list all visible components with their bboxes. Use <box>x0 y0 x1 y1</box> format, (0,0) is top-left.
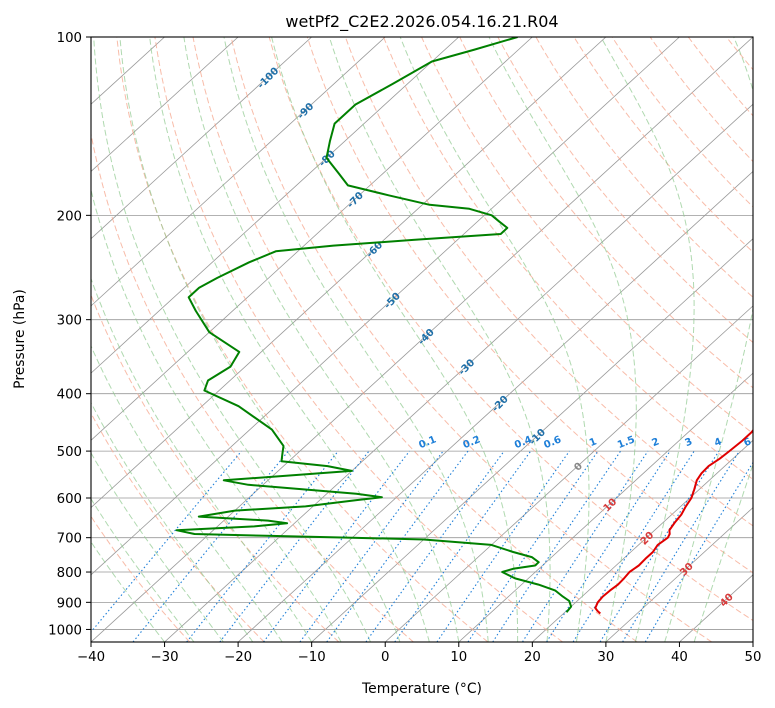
x-tick-label: 10 <box>450 650 467 665</box>
moist-adiabat <box>91 188 342 642</box>
x-tick-label: −30 <box>151 650 179 665</box>
dry-adiabat <box>116 37 489 642</box>
x-tick-label: 0 <box>381 650 389 665</box>
dry-adiabat <box>459 37 753 389</box>
isotherm--50 <box>91 37 680 576</box>
moist-adiabat <box>91 401 254 642</box>
mixing-ratio-line <box>572 450 695 642</box>
mixing-ratio-line <box>394 450 532 642</box>
isotherm-10 <box>458 372 753 642</box>
mixing-ratio-line <box>599 450 720 642</box>
isotherm--90 <box>91 37 386 307</box>
dry-adiabat <box>91 293 340 642</box>
mixing-ratio-line <box>467 450 599 642</box>
moist-adiabat <box>693 462 753 642</box>
x-tick-label: −40 <box>77 650 105 665</box>
mixing-ratio-line <box>263 450 410 642</box>
sounding-traces <box>175 37 753 615</box>
isotherm--40 <box>91 37 753 642</box>
isotherm--70 <box>91 37 533 441</box>
isotherm--10 <box>311 238 753 642</box>
mixing-ratio-line <box>365 450 505 642</box>
mixing-ratio-line <box>492 450 622 642</box>
moist-adiabat <box>91 452 224 642</box>
mixing-ratio-line <box>622 450 740 642</box>
chart-title: wetPf2_C2E2.2026.054.16.21.R04 <box>285 12 558 32</box>
dry-adiabat <box>535 37 753 298</box>
y-tick-label: 1000 <box>48 623 82 638</box>
y-tick-label: 900 <box>57 596 82 611</box>
moist-adiabat <box>399 37 590 642</box>
y-tick-label: 500 <box>57 445 82 460</box>
moist-adiabat <box>91 344 283 642</box>
isotherm--110 <box>91 37 239 172</box>
moist-adiabat <box>488 37 637 642</box>
mixing-ratio-line <box>546 450 671 642</box>
mixing-ratio-label: 2 <box>650 436 661 449</box>
y-tick-label: 700 <box>57 532 82 547</box>
isotherm-20 <box>532 439 753 642</box>
y-tick-label: 400 <box>57 388 82 403</box>
mixing-ratio-label: 4 <box>713 436 724 449</box>
moist-adiabat <box>183 37 460 642</box>
mixing-ratio-line <box>132 450 289 642</box>
y-tick-label: 100 <box>57 31 82 46</box>
moist-adiabat <box>119 37 401 642</box>
axes: −40 −30 −20 −10 0 10 20 30 40 50 100 200 300 400 500 60… <box>48 31 761 665</box>
isotherm-0 <box>384 305 753 642</box>
dry-adiabat <box>268 37 753 622</box>
dry-adiabat <box>306 37 753 574</box>
isotherm--30 <box>164 103 753 642</box>
y-tick-label: 800 <box>57 566 82 581</box>
temperature-line <box>594 428 753 615</box>
x-tick-label: −10 <box>298 650 326 665</box>
y-tick-label: 300 <box>57 314 82 329</box>
dry-adiabat <box>649 37 753 163</box>
x-axis-label: Temperature (°C) <box>361 681 482 697</box>
mixing-ratio-line <box>522 450 649 642</box>
x-tick-label: 20 <box>524 650 541 665</box>
dewpoint-line <box>175 37 573 613</box>
dry-adiabat <box>497 37 753 344</box>
dry-adiabat <box>91 515 191 642</box>
plot-frame <box>90 36 754 643</box>
x-tick-label: −20 <box>224 650 252 665</box>
dry-adiabat <box>611 37 753 208</box>
isotherm--80 <box>91 37 460 374</box>
dry-adiabat <box>192 37 638 642</box>
mixing-ratio-line <box>299 450 444 642</box>
mixing-ratio-line <box>436 450 570 642</box>
mixing-ratio-label: 1 <box>588 436 599 449</box>
dry-adiabat <box>344 37 753 527</box>
y-tick-label: 200 <box>57 209 82 224</box>
dry-adiabat <box>383 37 753 481</box>
moist-adiabat <box>91 277 313 642</box>
mixing-ratio-label: 3 <box>684 436 695 449</box>
x-tick-label: 30 <box>597 650 614 665</box>
moist-adiabat <box>271 37 519 642</box>
isotherm--100 <box>91 37 312 240</box>
moist-adiabat <box>149 37 430 642</box>
dry-adiabat <box>230 37 713 642</box>
mixing-ratio-line <box>326 450 469 642</box>
isotherm--60 <box>91 37 607 509</box>
x-tick-label: 50 <box>745 650 762 665</box>
x-tick-label: 40 <box>671 650 688 665</box>
isotherm--20 <box>237 170 753 642</box>
mixing-ratio-line <box>186 450 339 642</box>
dry-adiabat <box>573 37 753 253</box>
isotherm-30 <box>605 507 753 642</box>
y-tick-label: 600 <box>57 492 82 507</box>
mixing-ratio-line <box>91 450 242 633</box>
y-axis-label: Pressure (hPa) <box>12 289 28 389</box>
mixing-ratio-label: 6 <box>742 436 753 449</box>
dry-adiabat <box>91 131 414 642</box>
